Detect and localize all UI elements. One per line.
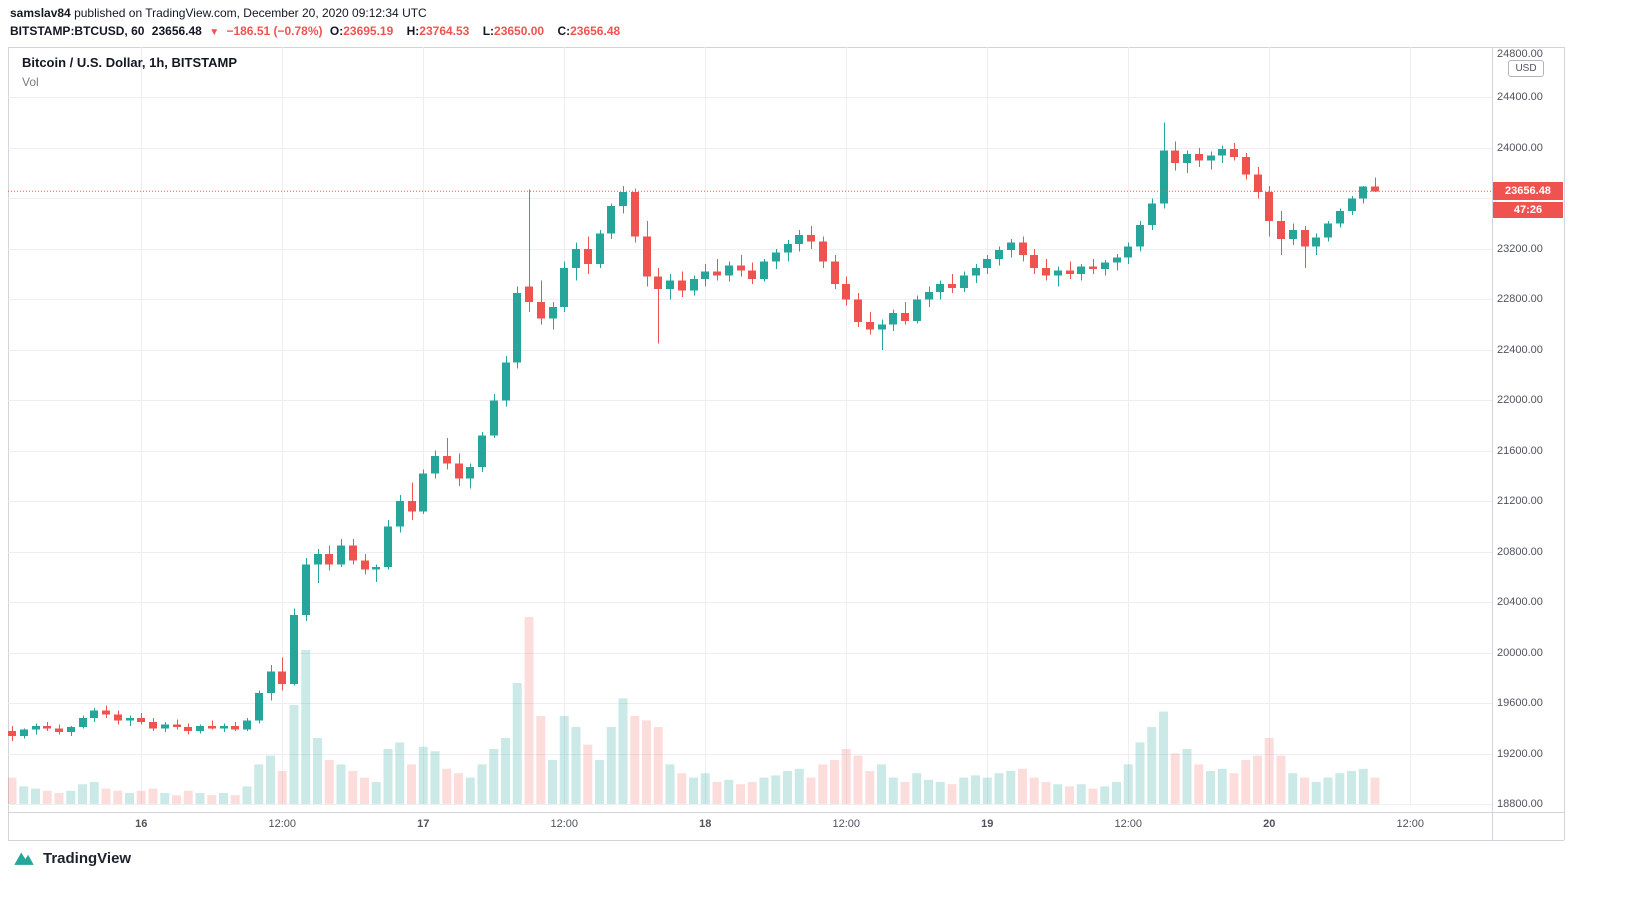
time-axis-label: 20 (1263, 818, 1276, 830)
price-chart-pane[interactable] (7, 47, 1492, 812)
time-axis-label: 12:00 (268, 818, 297, 830)
price-axis-label: 24400.00 (1497, 91, 1543, 104)
price-axis-label: 24000.00 (1497, 141, 1543, 154)
brand-text: TradingView (43, 849, 132, 867)
tradingview-logo[interactable]: TradingView (12, 846, 131, 870)
price-axis-label: 20000.00 (1497, 646, 1543, 659)
currency-usd-button[interactable]: USD (1508, 60, 1544, 77)
time-axis-label: 19 (981, 818, 994, 830)
price-axis-label: 21600.00 (1497, 444, 1543, 457)
time-axis-label: 16 (135, 818, 148, 830)
price-change: −186.51 (−0.78%) (226, 24, 323, 38)
time-axis-label: 12:00 (550, 818, 579, 830)
volume-legend-label[interactable]: Vol (22, 75, 39, 89)
published-text: published on TradingView.com, December 2… (70, 6, 427, 20)
publish-header: samslav84 published on TradingView.com, … (10, 6, 427, 20)
price-axis-label: 22800.00 (1497, 293, 1543, 306)
low-value: 23650.00 (494, 24, 545, 38)
open-value: 23695.19 (343, 24, 394, 38)
price-axis-label: 22400.00 (1497, 343, 1543, 356)
price-chart-svg[interactable] (7, 47, 1492, 812)
price-axis-label: 20800.00 (1497, 545, 1543, 558)
high-value: 23764.53 (419, 24, 470, 38)
time-axis[interactable]: 16 12:00 17 12:00 18 12:00 19 12:00 20 12:00 (0, 818, 1564, 840)
frame-bottom-border (8, 840, 1564, 841)
author-username[interactable]: samslav84 (10, 6, 71, 20)
price-axis-label: 21200.00 (1497, 495, 1543, 508)
time-axis-label: 18 (699, 818, 712, 830)
last-price-tag: 23656.48 (1493, 182, 1563, 201)
price-axis-label: 19600.00 (1497, 697, 1543, 710)
frame-left-border (8, 47, 9, 840)
last-price-value: 23656.48 (151, 24, 202, 38)
time-axis-label: 12:00 (1114, 818, 1143, 830)
time-axis-label: 12:00 (1396, 818, 1425, 830)
close-value: 23656.48 (570, 24, 621, 38)
low-label: L: (482, 24, 495, 38)
time-axis-label: 12:00 (832, 818, 861, 830)
symbol-name[interactable]: BITSTAMP:BTCUSD, 60 (10, 24, 145, 38)
change-down-triangle-icon: ▼ (209, 27, 220, 38)
price-axis[interactable]: 24800.00 24400.00 24000.00 23200.00 22800.00… (1497, 47, 1563, 812)
price-axis-label: 20400.00 (1497, 596, 1543, 609)
time-axis-label: 17 (417, 818, 430, 830)
price-axis-separator (1492, 47, 1493, 840)
frame-right-border (1564, 47, 1565, 840)
high-label: H: (406, 24, 420, 38)
tradingview-logo-icon (12, 846, 36, 870)
price-axis-label: 19200.00 (1497, 747, 1543, 760)
price-axis-label: 23200.00 (1497, 242, 1543, 255)
price-axis-label: 24800.00 (1497, 48, 1543, 60)
bar-countdown-tag: 47:26 (1493, 202, 1563, 219)
symbol-header: BITSTAMP:BTCUSD, 60 23656.48 ▼ −186.51 (… (10, 24, 630, 38)
price-axis-label: 18800.00 (1497, 798, 1543, 810)
time-axis-separator (8, 812, 1564, 813)
price-axis-label: 22000.00 (1497, 394, 1543, 407)
frame-top-border (8, 47, 1564, 48)
chart-legend-title[interactable]: Bitcoin / U.S. Dollar, 1h, BITSTAMP (22, 55, 238, 70)
close-label: C: (557, 24, 571, 38)
open-label: O: (329, 24, 344, 38)
